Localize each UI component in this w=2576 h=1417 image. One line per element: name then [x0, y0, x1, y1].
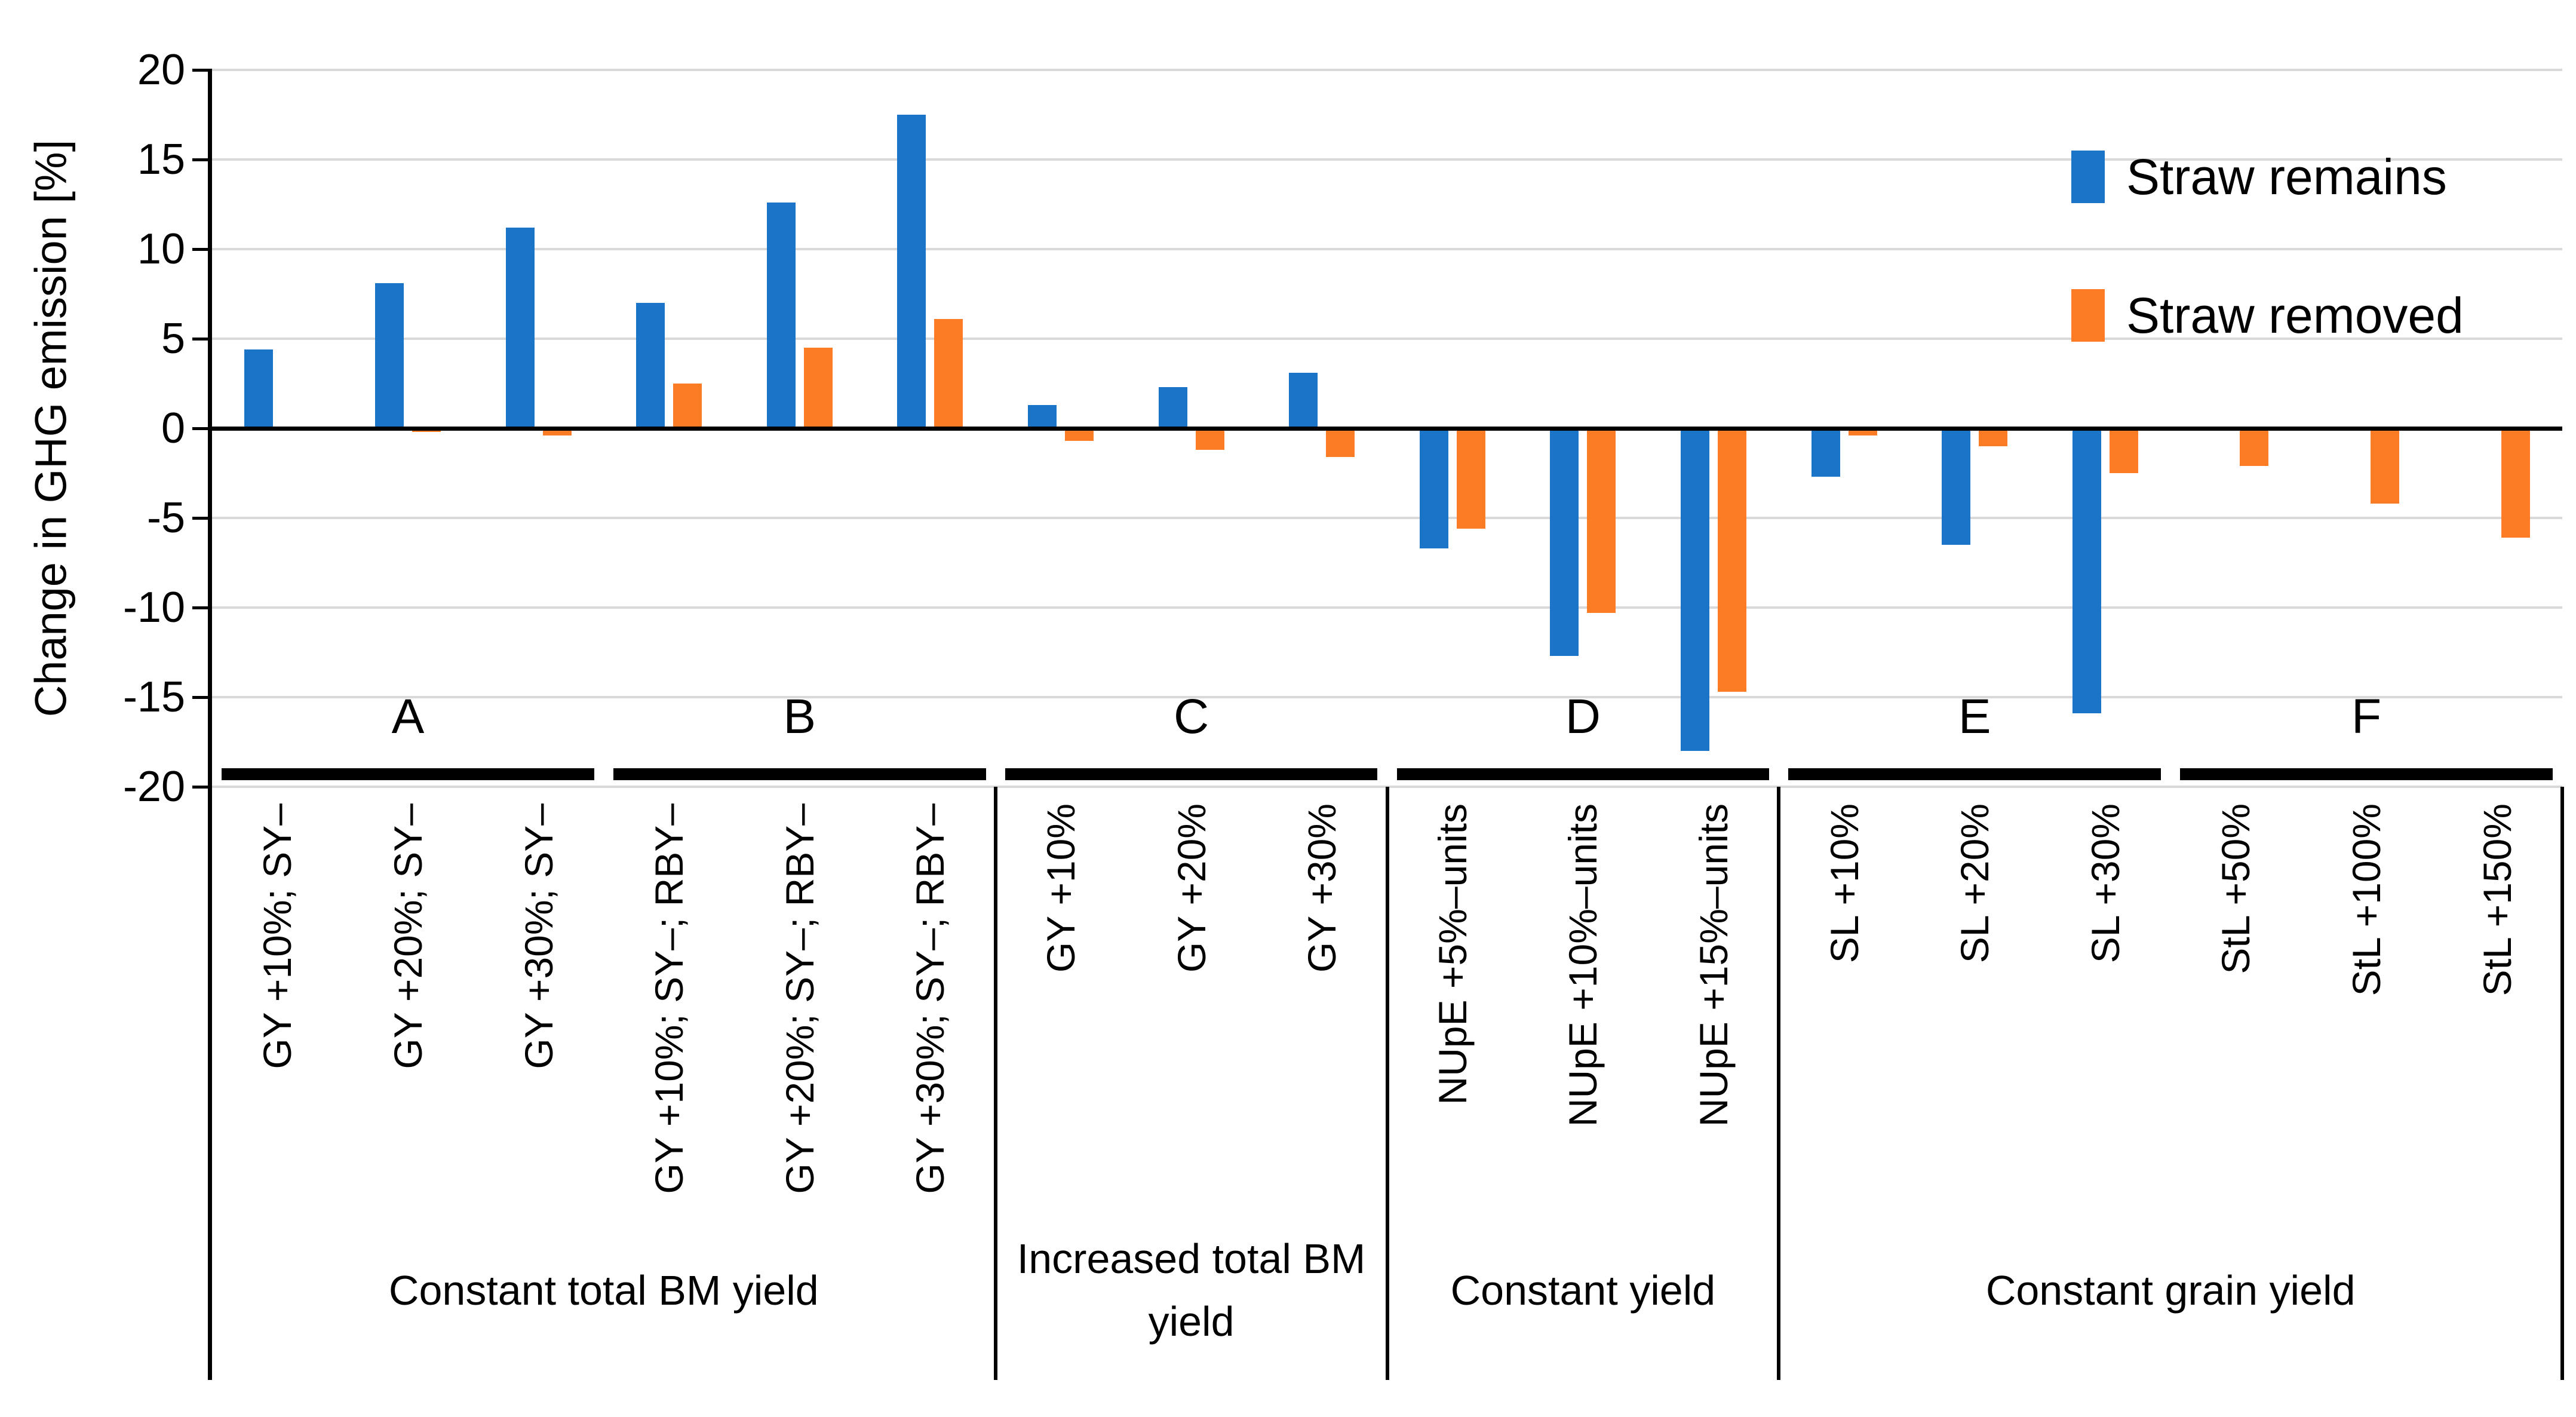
category-label-C3: GY +30% — [1300, 803, 1344, 973]
category-label-A1: GY +10%; SY– — [255, 803, 300, 1069]
category-label-F2: StL +100% — [2344, 803, 2389, 996]
group-underline-C — [1005, 768, 1378, 780]
bar-straw-remains-D1 — [1419, 428, 1448, 548]
bar-straw-removed-D1 — [1456, 428, 1485, 529]
y-tick-label-5: 5 — [161, 315, 185, 363]
legend-label-straw-remains: Straw remains — [2126, 149, 2447, 205]
bar-straw-removed-C3 — [1326, 428, 1355, 457]
gridline--10 — [212, 606, 2562, 609]
group-letter-E: E — [1958, 689, 1991, 744]
category-label-A2: GY +20%; SY– — [385, 803, 430, 1069]
y-tick-mark--10 — [192, 606, 212, 609]
bar-straw-removed-B2 — [803, 348, 833, 428]
group-underline-A — [222, 768, 594, 780]
category-label-E1: SL +10% — [1822, 803, 1866, 964]
bar-straw-remains-E1 — [1811, 428, 1840, 477]
y-tick-mark-5 — [192, 338, 212, 341]
bar-straw-removed-C1 — [1064, 428, 1094, 441]
section-label-3: Constant grain yield — [1985, 1266, 2356, 1314]
category-label-B3: GY +30%; SY–; RBY– — [908, 803, 953, 1194]
y-tick-label-15: 15 — [137, 136, 185, 183]
y-tick-mark-20 — [192, 69, 212, 72]
x-axis-line — [212, 427, 2562, 431]
legend-swatch-straw-remains — [2071, 151, 2105, 203]
gridline--15 — [212, 696, 2562, 698]
group-letter-C: C — [1173, 689, 1209, 744]
y-tick-label--10: -10 — [122, 584, 185, 631]
y-tick-label-0: 0 — [161, 404, 185, 452]
bar-straw-remains-A1 — [244, 349, 274, 428]
section-divider-2 — [1777, 787, 1781, 1380]
group-letter-D: D — [1565, 689, 1601, 744]
gridline-10 — [212, 248, 2562, 250]
y-tick-mark-10 — [192, 248, 212, 251]
y-tick-label-10: 10 — [137, 225, 185, 273]
category-label-B1: GY +10%; SY–; RBY– — [647, 803, 692, 1194]
category-label-F3: StL +150% — [2474, 803, 2519, 996]
gridline-5 — [212, 338, 2562, 340]
gridline--5 — [212, 517, 2562, 519]
legend-swatch-straw-removed — [2071, 289, 2105, 342]
gridline-15 — [212, 158, 2562, 161]
y-tick-mark--5 — [192, 517, 212, 520]
bar-straw-removed-D3 — [1718, 428, 1747, 692]
group-underline-F — [2180, 768, 2553, 780]
section-label-0: Constant total BM yield — [388, 1266, 819, 1314]
category-label-C1: GY +10% — [1038, 803, 1083, 973]
bar-straw-remains-B2 — [766, 203, 796, 428]
bar-straw-remains-D3 — [1681, 428, 1710, 751]
legend-label-straw-removed: Straw removed — [2126, 287, 2464, 343]
bar-straw-remains-C2 — [1158, 387, 1187, 428]
bar-straw-remains-D2 — [1550, 428, 1579, 656]
bar-straw-removed-F3 — [2501, 428, 2530, 538]
section-divider-3 — [2560, 787, 2564, 1380]
group-underline-E — [1788, 768, 2161, 780]
bar-straw-remains-C1 — [1027, 405, 1057, 428]
group-letter-F: F — [2351, 689, 2382, 744]
bar-straw-removed-E2 — [1979, 428, 2008, 446]
bar-straw-remains-B3 — [897, 115, 926, 428]
group-letter-B: B — [783, 689, 816, 744]
y-tick-mark--20 — [192, 786, 212, 789]
bar-straw-removed-B1 — [673, 384, 702, 428]
category-label-D3: NUpE +15%–units — [1691, 803, 1736, 1127]
y-tick-mark--15 — [192, 696, 212, 699]
category-label-E3: SL +30% — [2083, 803, 2127, 964]
bar-straw-remains-A3 — [505, 228, 535, 428]
y-tick-mark-0 — [192, 427, 212, 430]
bar-straw-remains-E3 — [2072, 428, 2101, 713]
category-label-F1: StL +50% — [2213, 803, 2258, 974]
bar-straw-removed-F2 — [2371, 428, 2400, 504]
y-tick-label--5: -5 — [146, 494, 185, 542]
y-tick-label-20: 20 — [137, 46, 185, 94]
category-label-D2: NUpE +10%–units — [1561, 803, 1605, 1127]
category-label-E2: SL +20% — [1952, 803, 1997, 964]
bar-straw-remains-C3 — [1289, 373, 1318, 428]
bar-straw-removed-C2 — [1195, 428, 1224, 450]
bar-straw-removed-B3 — [934, 319, 963, 428]
gridline-20 — [212, 69, 2562, 71]
group-underline-D — [1396, 768, 1770, 780]
bar-straw-removed-D2 — [1587, 428, 1616, 613]
category-label-D1: NUpE +5%–units — [1430, 803, 1475, 1105]
bar-straw-removed-E3 — [2109, 428, 2138, 473]
section-divider-1 — [1385, 787, 1389, 1380]
section-label-2: Constant yield — [1450, 1266, 1716, 1314]
section-label-1: Increased total BM yield — [1017, 1235, 1366, 1345]
category-label-B2: GY +20%; SY–; RBY– — [777, 803, 822, 1194]
bar-straw-removed-F1 — [2240, 428, 2269, 466]
bar-straw-remains-E2 — [1942, 428, 1971, 545]
y-tick-mark-15 — [192, 158, 212, 161]
y-axis-line — [208, 70, 212, 1380]
y-tick-label--15: -15 — [122, 673, 185, 721]
section-divider-0 — [993, 787, 997, 1380]
bar-straw-remains-B1 — [636, 303, 665, 428]
group-underline-B — [613, 768, 986, 780]
y-tick-label--20: -20 — [122, 763, 185, 811]
bar-straw-remains-A2 — [374, 283, 404, 428]
group-letter-A: A — [391, 689, 425, 744]
category-label-C2: GY +20% — [1169, 803, 1214, 973]
category-label-A3: GY +30%; SY– — [516, 803, 561, 1069]
